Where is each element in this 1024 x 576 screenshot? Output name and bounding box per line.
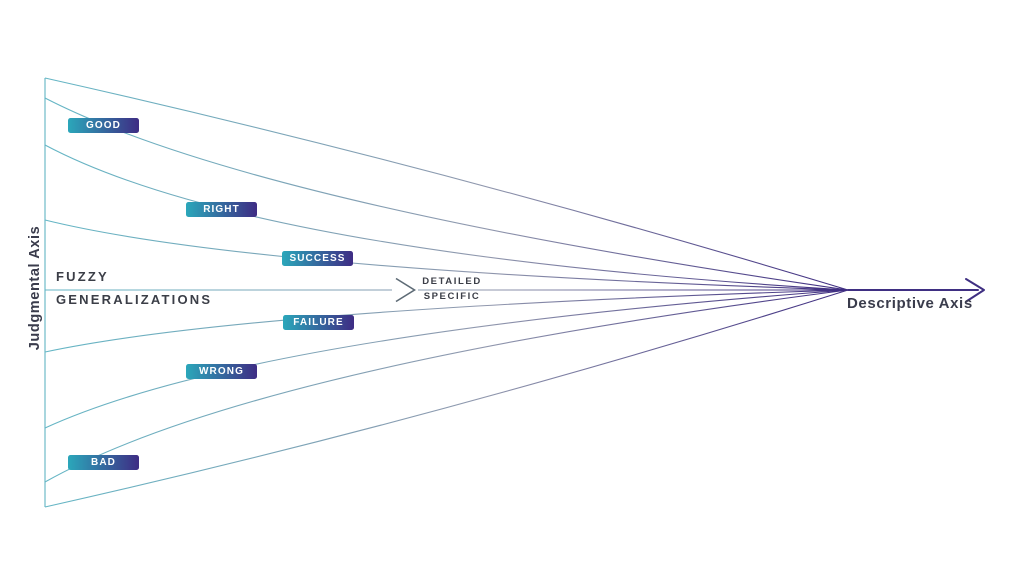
horizontal-axis-label: Descriptive Axis [847, 295, 973, 312]
tag-good: GOOD [68, 118, 139, 133]
curve-boundary-top [44, 77, 849, 291]
arrowhead-icon [965, 278, 985, 302]
curve-wrong [44, 289, 849, 429]
curve-bad [44, 289, 849, 483]
tag-failure: FAILURE [283, 315, 354, 330]
specific-label: SPECIFIC [423, 291, 481, 302]
curve-right [44, 144, 849, 291]
curve-failure [44, 289, 849, 353]
tag-bad: BAD [68, 455, 139, 470]
chevron-right-icon [395, 277, 417, 303]
vertical-axis-label: Judgmental Axis [27, 225, 43, 351]
curve-boundary-bottom [44, 289, 849, 508]
curve-good [44, 97, 849, 291]
fuzzy-label: FUZZY [56, 269, 109, 284]
tag-wrong: WRONG [186, 364, 257, 379]
detailed-label: DETAILED [422, 276, 482, 287]
generalizations-label: GENERALIZATIONS [56, 292, 213, 307]
tag-right: RIGHT [186, 202, 257, 217]
tag-success: SUCCESS [282, 251, 353, 266]
